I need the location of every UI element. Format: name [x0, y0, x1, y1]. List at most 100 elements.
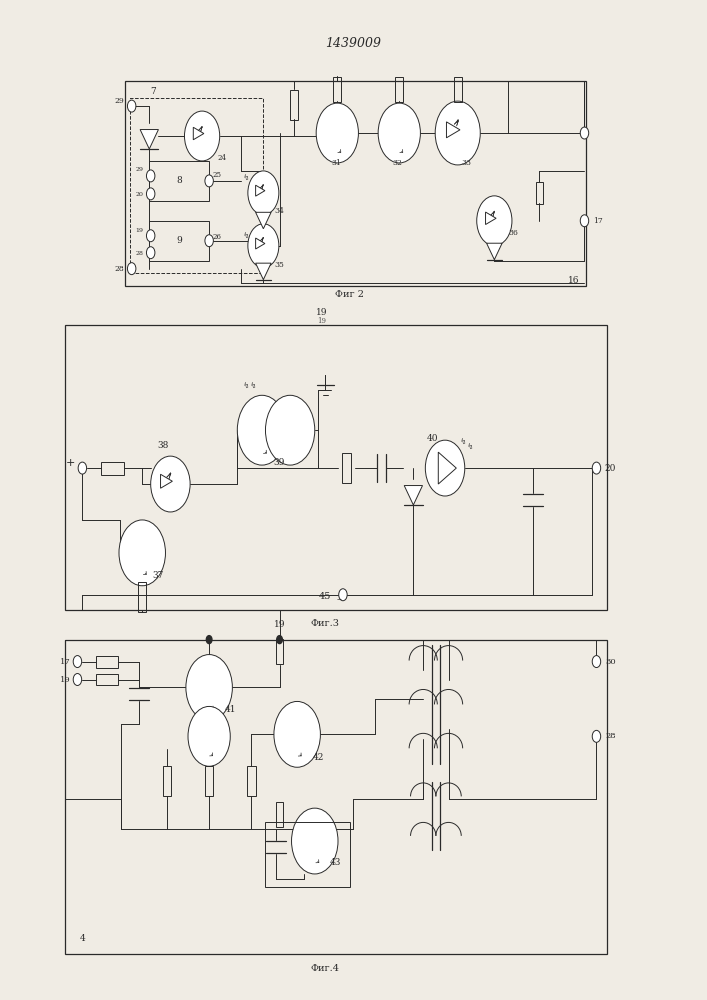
Text: 28: 28 [136, 251, 144, 256]
Circle shape [274, 701, 320, 767]
Bar [276, 639, 284, 664]
Circle shape [185, 111, 220, 161]
Bar [342, 453, 351, 483]
Text: Фиг 2: Фиг 2 [336, 290, 365, 299]
Polygon shape [256, 238, 265, 249]
Circle shape [78, 462, 86, 474]
Circle shape [205, 235, 214, 247]
Circle shape [74, 656, 82, 668]
Circle shape [477, 196, 512, 246]
Polygon shape [438, 452, 456, 484]
Circle shape [186, 655, 233, 720]
Circle shape [265, 395, 315, 465]
Bar [247, 766, 256, 796]
Text: ↯: ↯ [466, 443, 473, 451]
Text: 39: 39 [274, 458, 285, 467]
Text: ↯: ↯ [250, 382, 257, 390]
Bar [124, 81, 586, 286]
Bar [454, 77, 462, 102]
Polygon shape [256, 185, 265, 196]
Text: 19: 19 [317, 317, 327, 325]
Text: 19: 19 [136, 228, 144, 233]
Text: 29: 29 [115, 97, 124, 105]
Text: 33: 33 [461, 159, 471, 167]
Circle shape [580, 127, 589, 139]
Bar [65, 640, 607, 954]
Polygon shape [256, 212, 271, 229]
Bar [149, 221, 209, 261]
Text: 28: 28 [606, 732, 617, 740]
Bar [265, 822, 350, 887]
Text: 43: 43 [330, 858, 341, 867]
Text: ↯: ↯ [243, 232, 250, 240]
Text: ↯: ↯ [459, 438, 466, 446]
Polygon shape [446, 122, 460, 138]
Text: 29: 29 [136, 167, 144, 172]
Text: 4: 4 [79, 934, 86, 943]
Text: 30: 30 [606, 658, 617, 666]
Text: 7: 7 [150, 87, 156, 96]
Bar [101, 462, 124, 475]
Text: 32: 32 [392, 159, 402, 167]
Text: 9: 9 [176, 236, 182, 245]
Circle shape [146, 188, 155, 200]
Bar [163, 766, 171, 796]
Circle shape [146, 230, 155, 242]
Text: 38: 38 [158, 441, 169, 450]
Circle shape [151, 456, 190, 512]
Polygon shape [404, 486, 423, 505]
Text: 41: 41 [225, 705, 236, 714]
Text: 8: 8 [176, 176, 182, 185]
Circle shape [580, 215, 589, 227]
Text: 35: 35 [274, 261, 284, 269]
Circle shape [316, 103, 358, 163]
Text: 1439009: 1439009 [325, 37, 382, 50]
Text: 31: 31 [331, 159, 341, 167]
Text: +: + [66, 458, 76, 468]
Bar [129, 98, 264, 273]
Text: 19: 19 [274, 620, 286, 629]
Circle shape [426, 440, 464, 496]
Text: 34: 34 [274, 207, 284, 215]
Text: ↯: ↯ [243, 174, 250, 182]
Polygon shape [256, 263, 271, 280]
Text: 42: 42 [312, 753, 324, 762]
Text: 37: 37 [152, 571, 163, 580]
Text: –: – [337, 595, 342, 604]
Circle shape [276, 636, 282, 644]
Text: 40: 40 [426, 434, 438, 443]
Bar [536, 182, 543, 204]
Polygon shape [486, 243, 502, 260]
Bar [95, 656, 118, 668]
Bar [138, 582, 146, 612]
Polygon shape [160, 474, 173, 488]
Circle shape [436, 101, 480, 165]
Circle shape [127, 100, 136, 112]
Text: 25: 25 [213, 171, 222, 179]
Circle shape [592, 656, 601, 668]
Circle shape [119, 520, 165, 586]
Circle shape [592, 730, 601, 742]
Bar [334, 77, 341, 102]
Circle shape [146, 247, 155, 259]
Circle shape [205, 175, 214, 187]
Circle shape [238, 395, 286, 465]
Text: 28: 28 [115, 265, 124, 273]
Circle shape [291, 808, 338, 874]
Bar [149, 161, 209, 201]
Text: 26: 26 [213, 233, 222, 241]
Text: 17: 17 [593, 217, 602, 225]
Text: 19: 19 [59, 676, 71, 684]
Text: Фиг.3: Фиг.3 [311, 619, 340, 628]
Text: 24: 24 [217, 154, 226, 162]
Circle shape [188, 706, 230, 766]
Text: ↯: ↯ [243, 382, 250, 390]
Circle shape [146, 170, 155, 182]
Polygon shape [140, 130, 158, 149]
Bar [65, 325, 607, 610]
Text: Фиг.4: Фиг.4 [311, 964, 340, 973]
Circle shape [127, 263, 136, 275]
Text: 19: 19 [316, 308, 327, 317]
Text: 20: 20 [136, 192, 144, 197]
Circle shape [74, 674, 82, 685]
